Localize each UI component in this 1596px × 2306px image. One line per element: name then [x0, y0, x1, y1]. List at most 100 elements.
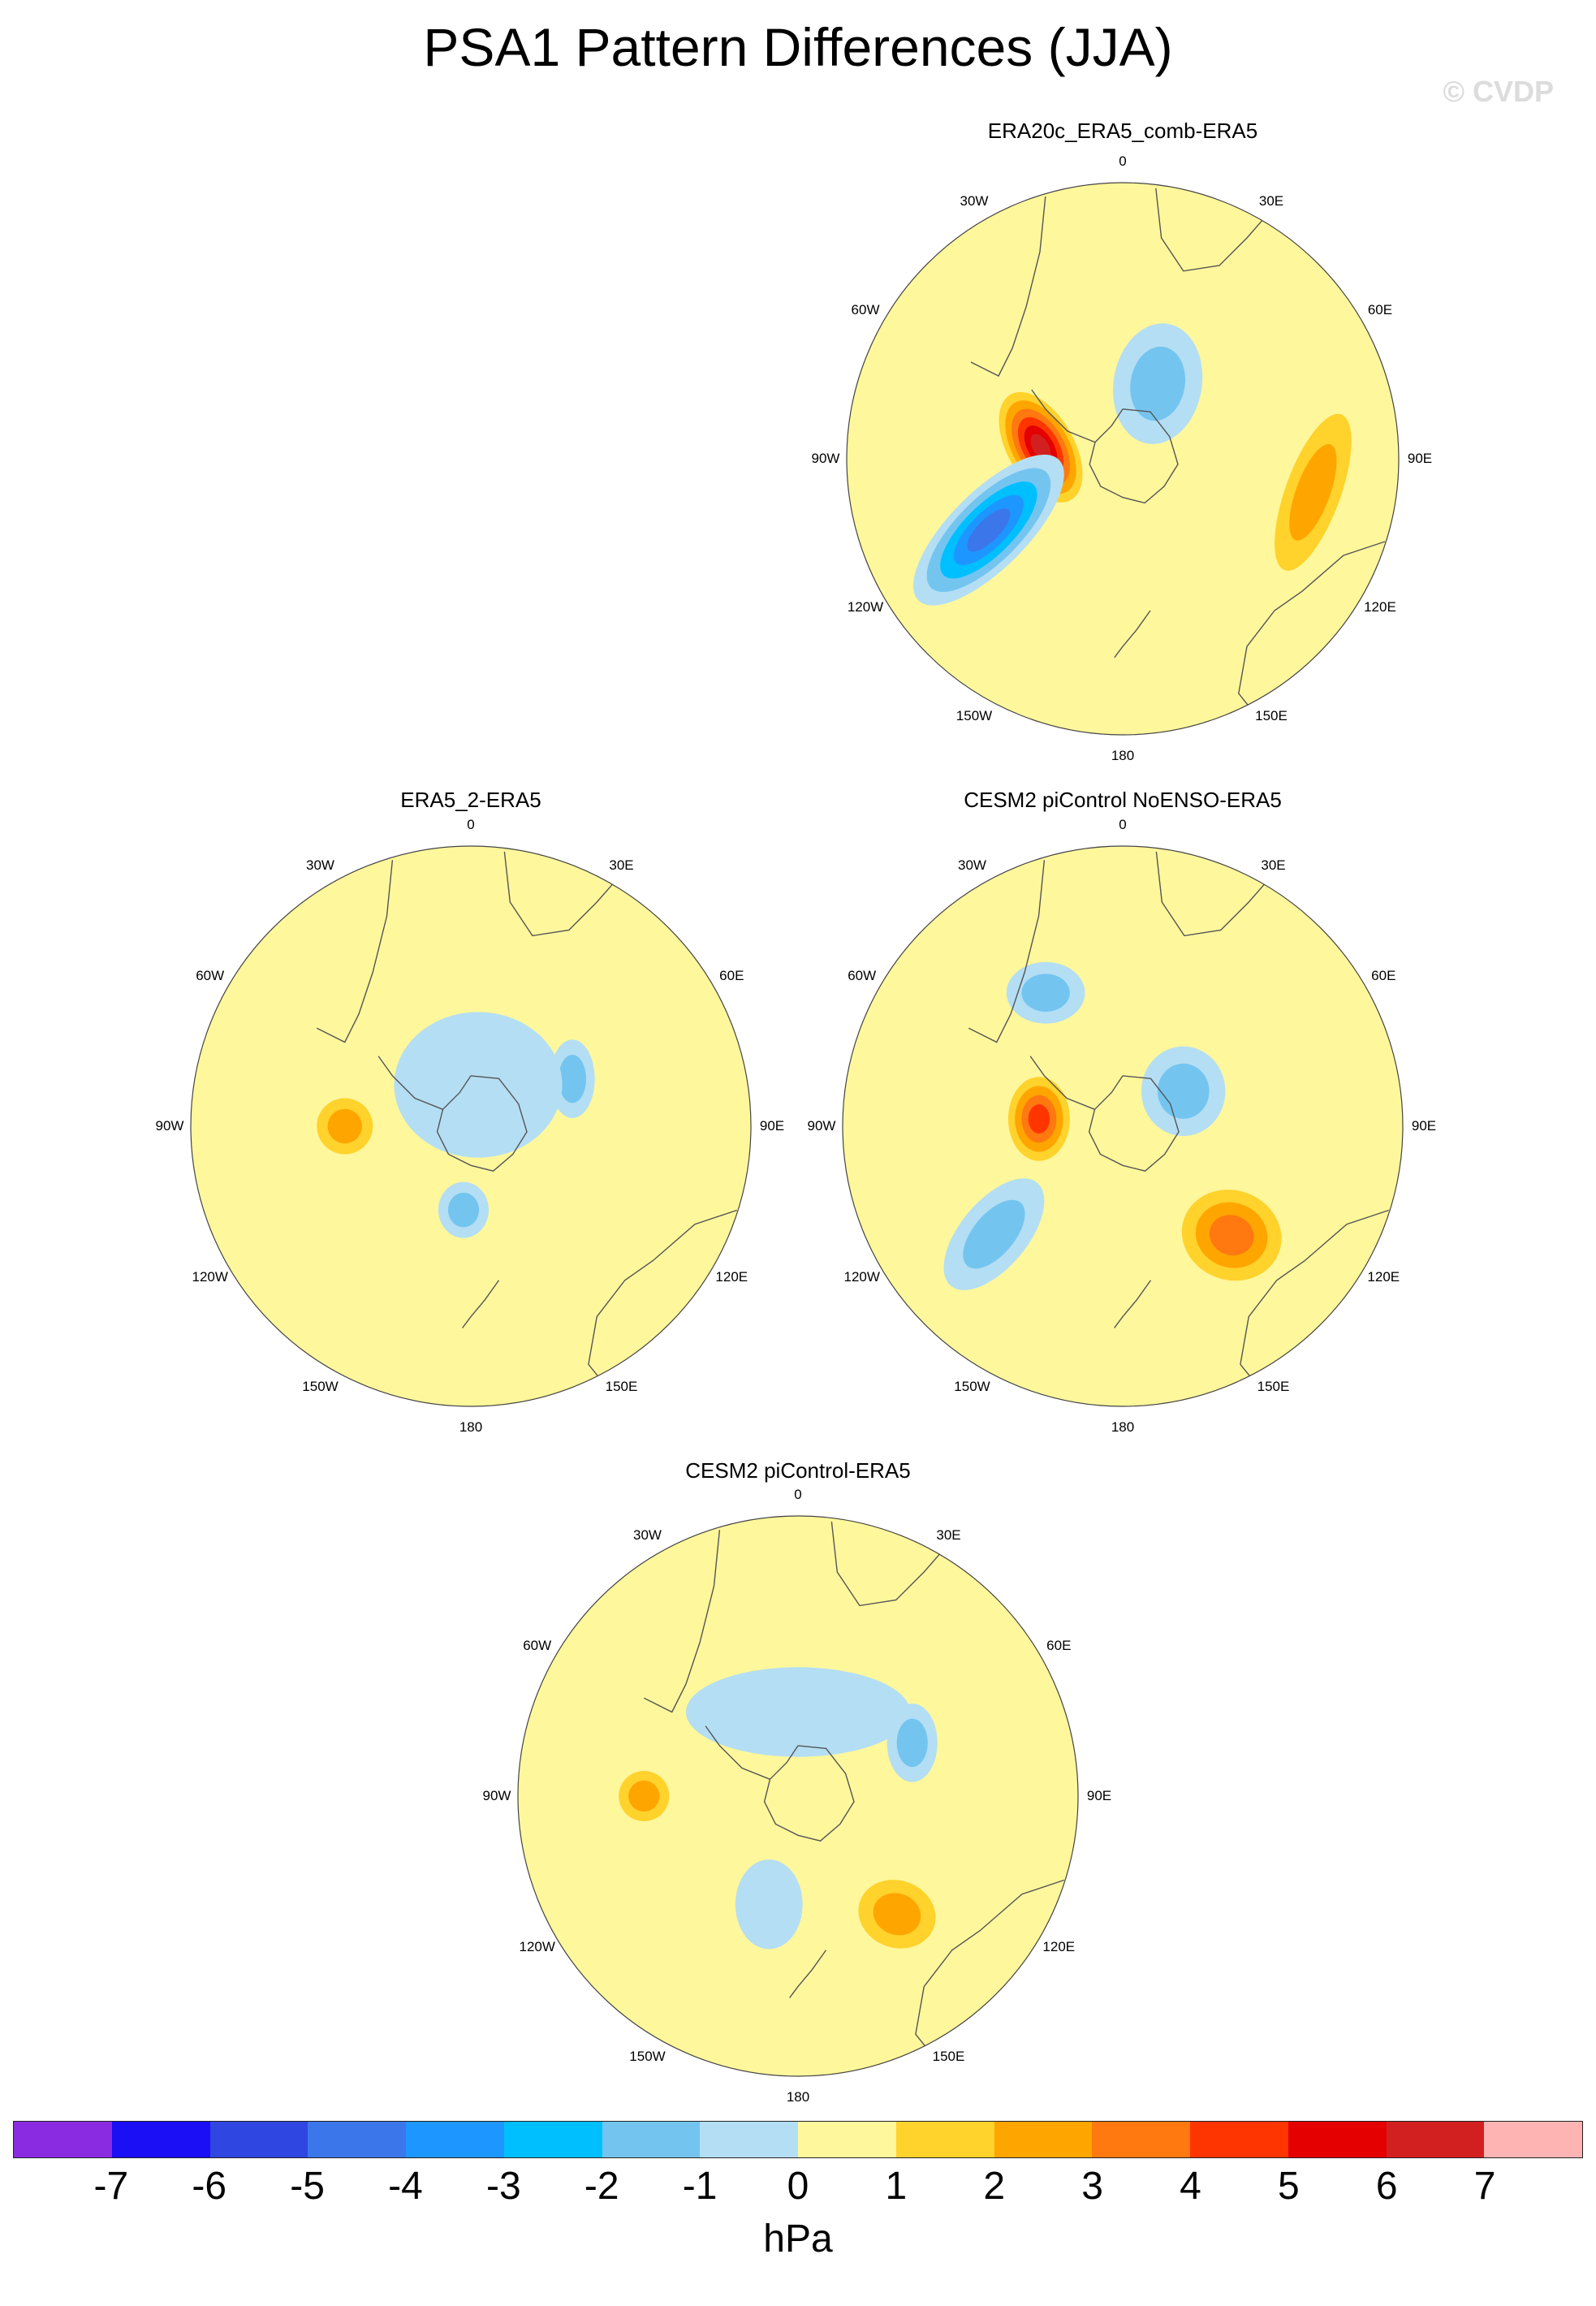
anomaly-contour	[686, 1667, 910, 1757]
longitude-label: 30W	[633, 1527, 662, 1543]
colorbar-swatch	[1484, 2122, 1582, 2157]
longitude-label: 180	[459, 1419, 483, 1435]
coastline	[1238, 541, 1386, 722]
longitude-label: 30W	[306, 857, 334, 873]
map-border	[517, 1515, 1079, 2077]
anomaly-contour	[559, 1054, 587, 1103]
longitude-label: 180	[1111, 1419, 1135, 1435]
colorbar-swatch	[14, 2122, 112, 2157]
coastline	[763, 1745, 855, 1842]
anomaly-contour	[896, 1718, 928, 1768]
longitude-label: 60E	[1367, 302, 1393, 317]
longitude-label: 30E	[936, 1527, 961, 1543]
colorbar-units: hPa	[763, 2217, 833, 2261]
longitude-label: 120E	[1364, 599, 1396, 615]
map-border	[190, 845, 752, 1407]
coastline	[436, 1075, 528, 1172]
longitude-label: 150E	[1257, 1379, 1290, 1395]
longitude-label: 0	[1119, 153, 1127, 169]
anomaly-contour	[628, 1780, 660, 1812]
coastline	[503, 851, 617, 937]
coastline	[377, 1056, 443, 1110]
figure-title: PSA1 Pattern Differences (JJA)	[423, 17, 1173, 77]
colorbar-swatch	[503, 2122, 602, 2157]
longitude-label: 150W	[302, 1379, 339, 1395]
longitude-label: 180	[1111, 748, 1135, 763]
anomaly-contour	[1289, 443, 1337, 541]
panel-title-cesm2: CESM2 piControl-ERA5	[685, 1458, 911, 1483]
coastline	[1155, 188, 1267, 272]
longitude-label: 30E	[1261, 857, 1286, 873]
anomaly-contour	[1030, 434, 1051, 461]
anomaly-contour	[1209, 1215, 1254, 1256]
longitude-label: 120E	[715, 1268, 748, 1285]
coastline	[970, 196, 1046, 377]
colorbar-swatch	[994, 2122, 1093, 2157]
coastline	[1240, 1209, 1389, 1393]
anomaly-contour	[327, 1108, 362, 1144]
coastline	[1089, 408, 1179, 504]
coastline	[462, 1280, 500, 1328]
colorbar-swatch	[1190, 2122, 1288, 2157]
colorbar-swatch	[1288, 2122, 1387, 2157]
longitude-label: 180	[786, 2089, 810, 2105]
colorbar-tick-label: -2	[584, 2165, 619, 2208]
colorbar-tick-label: 1	[885, 2165, 908, 2208]
longitude-label: 120W	[843, 1268, 880, 1285]
colorbar-tick-label: 5	[1278, 2165, 1300, 2208]
longitude-label: 0	[794, 1487, 802, 1502]
longitude-label: 90E	[1407, 451, 1433, 466]
map-border	[846, 182, 1400, 736]
longitude-label: 120W	[519, 1938, 555, 1954]
panel-title-cesm2-noenso: CESM2 piControl NoENSO-ERA5	[964, 788, 1282, 812]
coastline	[1114, 610, 1151, 659]
longitude-label: 150W	[954, 1379, 990, 1395]
longitude-label: 120E	[1042, 1938, 1076, 1954]
coastline	[705, 1725, 770, 1780]
colorbar-swatch	[209, 2122, 308, 2157]
longitude-label: 60E	[1371, 967, 1396, 983]
longitude-label: 0	[1119, 817, 1127, 832]
coastline	[1029, 1056, 1095, 1110]
longitude-label: 150W	[629, 2049, 666, 2065]
longitude-label: 120W	[192, 1268, 228, 1285]
anomaly-contour	[1028, 1103, 1050, 1134]
longitude-label: 90W	[482, 1788, 511, 1803]
colorbar-tick-label: -6	[192, 2165, 227, 2208]
longitude-label: 60W	[848, 967, 877, 983]
anomaly-contour	[447, 1192, 480, 1228]
coastline	[316, 860, 394, 1043]
panel-title-era5-2: ERA5_2-ERA5	[400, 788, 541, 812]
longitude-label: 90E	[1411, 1118, 1437, 1134]
longitude-label: 90W	[811, 451, 840, 466]
anomaly-contour	[394, 1012, 563, 1158]
coastline	[789, 1950, 827, 1998]
anomaly-contour	[735, 1859, 803, 1950]
coastline	[1031, 389, 1096, 443]
longitude-label: 120W	[847, 599, 884, 615]
colorbar-tick-label: -3	[486, 2165, 521, 2208]
colorbar-swatch	[895, 2122, 994, 2157]
anomaly-contour	[873, 1893, 921, 1936]
coastline	[588, 1209, 737, 1393]
longitude-label: 150E	[1255, 707, 1288, 723]
longitude-label: 90E	[759, 1118, 785, 1134]
coastline	[1155, 851, 1269, 937]
colorbar-tick-label: 2	[983, 2165, 1006, 2208]
longitude-label: 90E	[1086, 1788, 1112, 1803]
cvdp-credit: © CVDP	[1443, 75, 1554, 108]
coastline	[643, 1530, 721, 1713]
map-background	[847, 183, 1399, 735]
longitude-label: 60E	[719, 967, 744, 983]
colorbar-tick-label: 4	[1180, 2165, 1201, 2208]
colorbar-swatch	[1092, 2122, 1190, 2157]
longitude-label: 0	[467, 817, 475, 832]
longitude-label: 30W	[958, 857, 986, 873]
coastline	[968, 860, 1046, 1043]
colorbar-swatch	[406, 2122, 504, 2157]
longitude-label: 60W	[196, 967, 225, 983]
longitude-label: 150W	[955, 707, 993, 723]
